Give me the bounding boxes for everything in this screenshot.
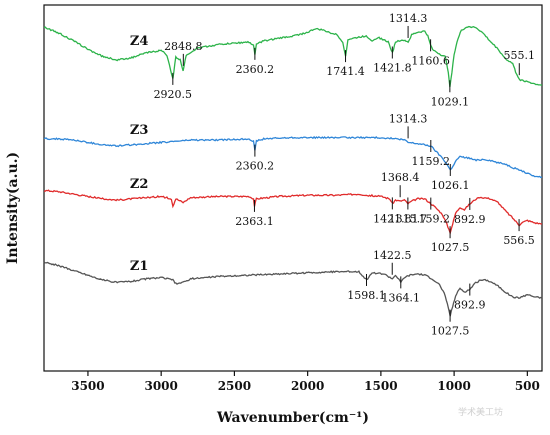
peak-label: 1160.6	[411, 54, 450, 67]
x-axis: 3500 3000 2500 2000 1500 1000 500	[71, 371, 540, 393]
peak-label: 1027.5	[431, 241, 470, 254]
peak-label: 1315.7	[389, 212, 428, 225]
peak-label: 1029.1	[431, 95, 470, 108]
peak-label: 2920.5	[154, 88, 193, 101]
watermark: 学术美工坊	[458, 406, 503, 418]
peak-label: 1159.2	[412, 155, 451, 168]
peak-label: 1421.8	[373, 62, 412, 75]
x-tick-label: 2500	[218, 379, 251, 393]
series-line-z2	[43, 189, 543, 236]
series-label-z1: Z1	[130, 259, 149, 274]
annotation-layer: 2920.5 2848.8 2360.2 1741.4 1421.8 1314.3 1160…	[154, 12, 535, 338]
x-tick-label: 500	[515, 379, 540, 393]
peak-label: 1026.1	[431, 179, 470, 192]
series-line-z4	[43, 25, 543, 88]
peak-label: 555.1	[504, 49, 536, 62]
peak-label: 2363.1	[235, 215, 274, 228]
peak-label: 892.9	[454, 213, 486, 226]
x-tick-label: 1500	[364, 379, 397, 393]
peak-label: 2848.8	[164, 40, 203, 53]
peak-label: 2360.2	[236, 63, 275, 76]
plot-frame	[43, 4, 543, 372]
peak-label: 2360.2	[236, 160, 275, 173]
peak-label: 1598.1	[347, 289, 386, 302]
series-label-z3: Z3	[130, 123, 149, 138]
peak-label: 1421.8	[373, 212, 412, 225]
x-tick-label: 1000	[437, 379, 470, 393]
peak-label: 1741.4	[326, 65, 365, 78]
peak-label: 1368.4	[381, 171, 420, 184]
x-tick-label: 3000	[144, 379, 177, 393]
peak-label: 1422.5	[373, 249, 412, 262]
peak-label: 1159.2	[412, 213, 451, 226]
y-axis-label: Intensity(a.u.)	[5, 152, 21, 264]
peak-label: 1027.5	[431, 325, 470, 338]
series-line-z3	[43, 135, 543, 179]
series-line-z1	[43, 261, 543, 317]
peak-label: 1314.3	[389, 112, 428, 125]
peak-label: 556.5	[503, 234, 535, 247]
series-label-z2: Z2	[130, 177, 149, 192]
peak-label: 892.9	[454, 299, 486, 312]
series-layer: Z4 Z3 Z2 Z1	[43, 25, 543, 317]
peak-label: 1314.3	[389, 12, 428, 25]
series-label-z4: Z4	[130, 34, 149, 49]
peak-label: 1364.1	[382, 291, 421, 304]
x-tick-label: 3500	[71, 379, 104, 393]
x-tick-label: 2000	[291, 379, 324, 393]
x-axis-label: Wavenumber(cm⁻¹)	[216, 410, 369, 426]
